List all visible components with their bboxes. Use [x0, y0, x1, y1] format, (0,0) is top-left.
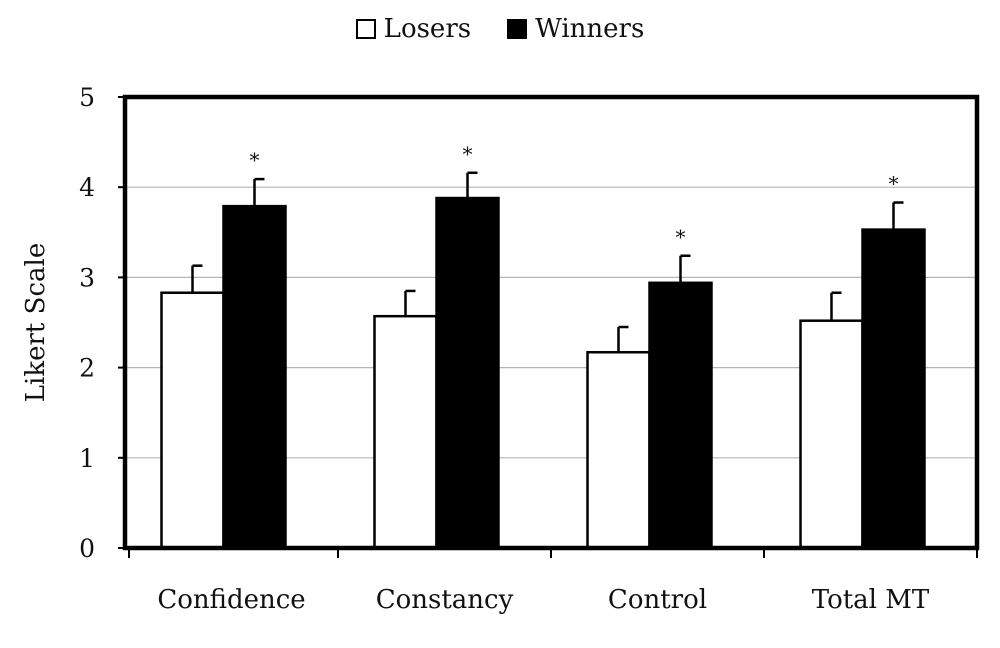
legend-swatch-losers: [355, 19, 376, 39]
significance-marker: *: [463, 142, 473, 166]
legend-item-winners: Winners: [507, 14, 644, 44]
y-tick-label: 2: [79, 354, 95, 383]
bar-losers: [160, 291, 225, 550]
y-tick-label: 4: [79, 173, 95, 202]
y-tick-label: 5: [79, 83, 95, 112]
bar-winners: [222, 204, 287, 550]
significance-marker: *: [676, 225, 686, 249]
significance-marker: *: [889, 172, 899, 196]
x-tick-label: Confidence: [157, 585, 305, 615]
x-tick-label: Control: [608, 585, 707, 615]
legend-swatch-winners: [507, 19, 528, 39]
x-tick-label: Total MT: [812, 585, 930, 615]
legend-label-winners: Winners: [535, 14, 645, 44]
legend-item-losers: Losers: [355, 14, 472, 44]
y-tick-label: 3: [79, 263, 95, 292]
bar-winners: [435, 196, 500, 550]
bar-losers: [799, 319, 864, 550]
x-tick-label: Constancy: [376, 585, 514, 615]
plot-frame: [122, 94, 980, 551]
bar-losers: [373, 314, 438, 550]
bar-winners: [648, 281, 713, 550]
chart-legend: Losers Winners: [0, 14, 1000, 44]
bar-losers: [586, 351, 651, 550]
y-tick-label: 0: [79, 534, 95, 563]
bar-winners: [861, 228, 926, 550]
y-axis-label: Likert Scale: [21, 243, 51, 402]
significance-marker: *: [250, 148, 260, 172]
legend-label-losers: Losers: [383, 14, 472, 44]
y-tick-label: 1: [79, 444, 95, 473]
